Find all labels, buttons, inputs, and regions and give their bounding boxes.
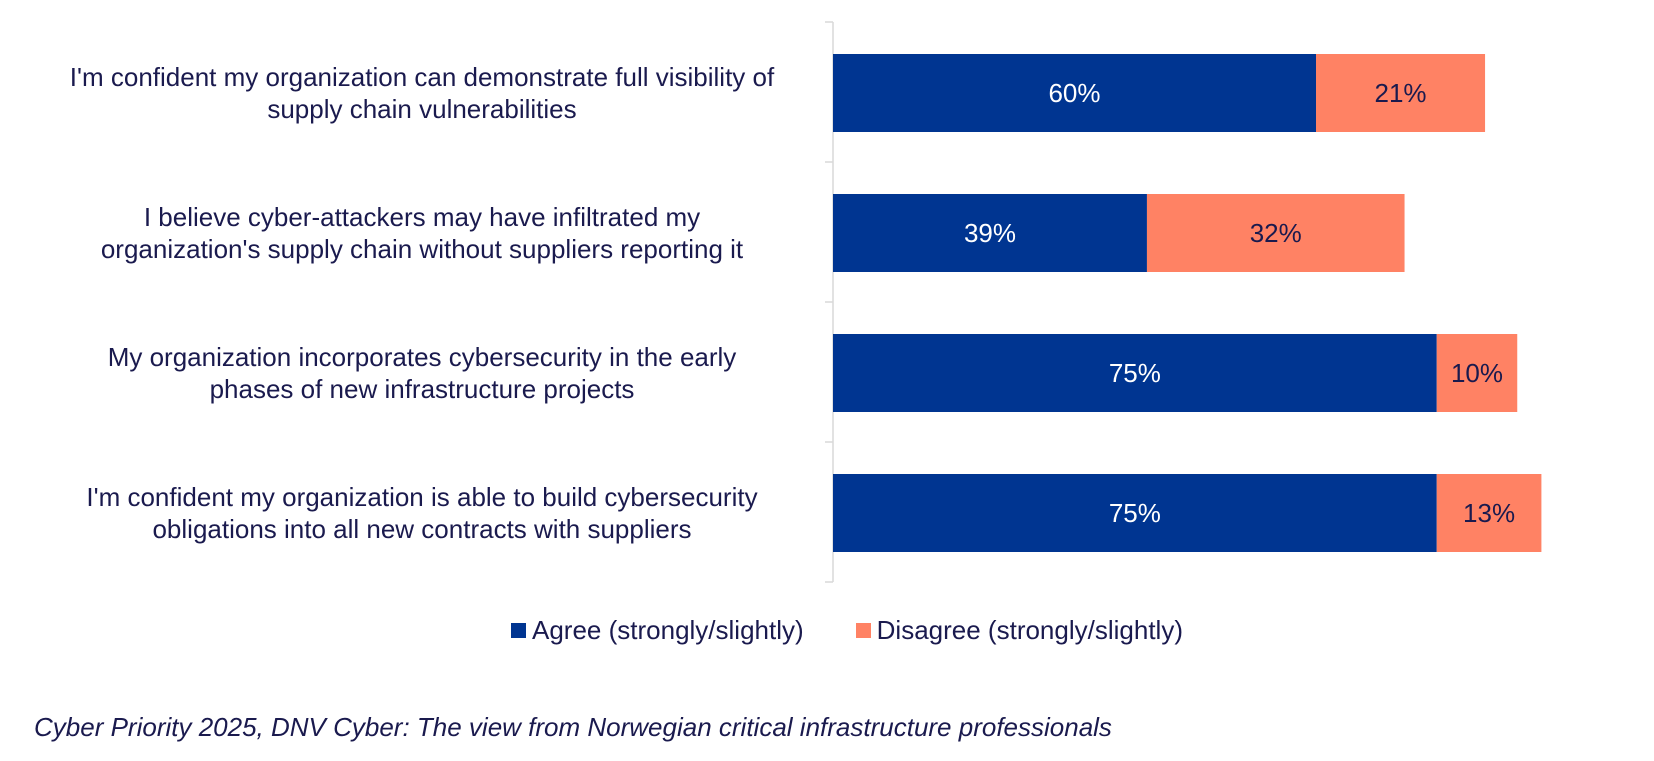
bar-disagree-4 — [1436, 474, 1542, 552]
data-label-disagree-4: 13% — [1463, 498, 1515, 528]
legend-label-disagree: Disagree (strongly/slightly) — [876, 615, 1183, 645]
bar-disagree-2 — [1146, 194, 1405, 272]
category-label-line: I'm confident my organization can demons… — [70, 62, 775, 92]
legend-item-agree: Agree (strongly/slightly) — [511, 615, 804, 646]
source-caption: Cyber Priority 2025, DNV Cyber: The view… — [34, 712, 1112, 742]
data-label-disagree-1: 21% — [1375, 78, 1427, 108]
category-label-line: phases of new infrastructure projects — [210, 374, 635, 404]
category-label-line: obligations into all new contracts with … — [152, 514, 691, 544]
legend-swatch-disagree — [855, 623, 871, 638]
category-label-3: My organization incorporates cybersecuri… — [108, 342, 737, 404]
bar-agree-1 — [833, 54, 1316, 132]
category-label-2: I believe cyber-attackers may have infil… — [101, 202, 744, 264]
data-label-agree-1: 60% — [1048, 78, 1100, 108]
bar-agree-2 — [833, 194, 1147, 272]
legend-label-agree: Agree (strongly/slightly) — [532, 615, 804, 645]
legend-swatch-agree — [511, 623, 526, 638]
category-label-line: supply chain vulnerabilities — [267, 94, 576, 124]
axis-layer — [825, 21, 834, 583]
data-label-disagree-3: 10% — [1451, 358, 1503, 388]
legend: Agree (strongly/slightly) Disagree (stro… — [0, 615, 1654, 646]
bar-agree-3 — [833, 334, 1437, 412]
category-label-1: I'm confident my organization can demons… — [70, 62, 775, 124]
category-label-line: I'm confident my organization is able to… — [86, 482, 757, 512]
category-labels: I'm confident my organization can demons… — [70, 62, 775, 544]
bar-agree-4 — [833, 474, 1437, 552]
category-label-line: My organization incorporates cybersecuri… — [108, 342, 737, 372]
data-label-agree-3: 75% — [1109, 358, 1161, 388]
category-label-line: organization's supply chain without supp… — [101, 234, 744, 264]
data-label-agree-2: 39% — [964, 218, 1016, 248]
category-label-4: I'm confident my organization is able to… — [86, 482, 757, 544]
stacked-bar-chart: 60% 21% 39% 32% 75% 10% 75% 13% I'm confident m… — [70, 21, 1542, 583]
data-label-disagree-2: 32% — [1250, 218, 1302, 248]
data-label-agree-4: 75% — [1109, 498, 1161, 528]
bar-disagree-3 — [1436, 334, 1518, 412]
category-label-line: I believe cyber-attackers may have infil… — [144, 202, 700, 232]
bars-layer: 60% 21% 39% 32% 75% 10% 75% 13% — [833, 54, 1542, 552]
legend-item-disagree: Disagree (strongly/slightly) — [855, 615, 1183, 646]
bar-disagree-1 — [1316, 54, 1486, 132]
